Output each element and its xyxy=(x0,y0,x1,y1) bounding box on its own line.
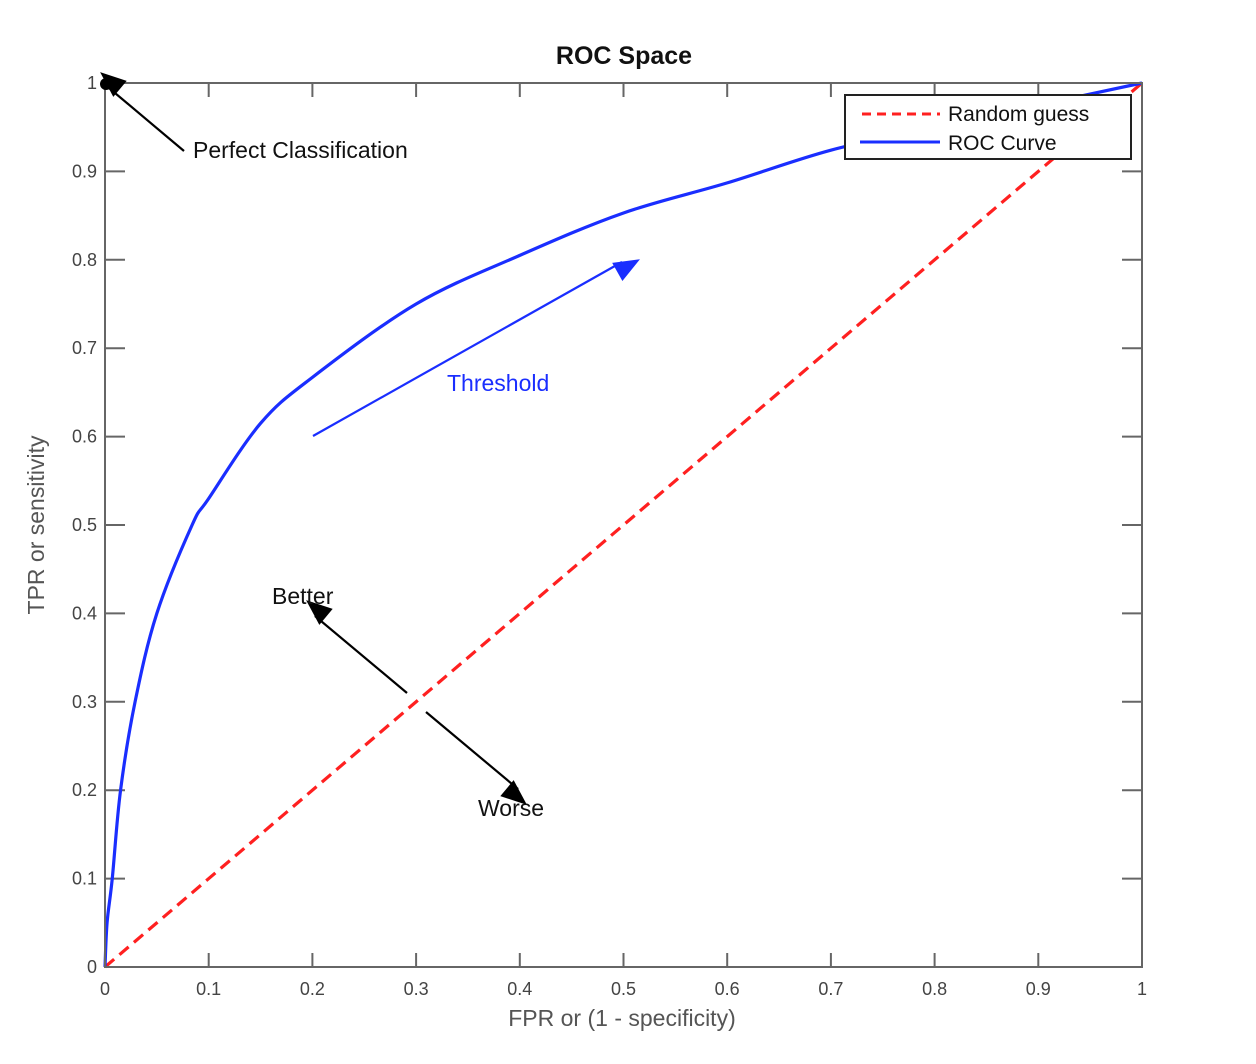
legend: Random guess ROC Curve xyxy=(844,94,1132,160)
y-tick-label: 0 xyxy=(87,957,97,977)
y-tick-label: 0.4 xyxy=(72,603,97,623)
x-tick-label: 0 xyxy=(100,979,110,999)
series-line-roc-curve xyxy=(103,81,1143,968)
x-tick-label: 0.1 xyxy=(196,979,221,999)
x-tick-label: 0.2 xyxy=(300,979,325,999)
x-tick-label: 0.5 xyxy=(611,979,636,999)
legend-label-roc: ROC Curve xyxy=(948,132,1057,155)
y-tick-label: 1 xyxy=(87,73,97,93)
plot-frame xyxy=(104,82,1143,968)
x-tick-label: 0.8 xyxy=(922,979,947,999)
y-tick-label: 0.2 xyxy=(72,780,97,800)
x-tick-label: 0.4 xyxy=(507,979,532,999)
better-label: Better xyxy=(272,583,334,609)
y-tick-label: 0.5 xyxy=(72,515,97,535)
y-tick-label: 0.8 xyxy=(72,250,97,270)
threshold-label: Threshold xyxy=(447,370,549,396)
better-arrow xyxy=(306,600,408,694)
worse-label: Worse xyxy=(478,795,544,821)
y-axis-label: TPR or sensitivity xyxy=(23,435,49,614)
x-tick-label: 0.3 xyxy=(404,979,429,999)
chart-title: ROC Space xyxy=(556,42,692,70)
x-tick-label: 0.6 xyxy=(715,979,740,999)
y-tick-label: 0.6 xyxy=(72,427,97,447)
legend-box xyxy=(844,94,1132,160)
y-tick-label: 0.9 xyxy=(72,161,97,181)
legend-label-random: Random guess xyxy=(948,103,1089,126)
y-tick-label: 0.7 xyxy=(72,338,97,358)
x-axis-label: FPR or (1 - specificity) xyxy=(508,1005,735,1031)
worse-arrow xyxy=(425,711,527,805)
perfect-classification-arrow xyxy=(100,72,185,152)
y-tick-label: 0.3 xyxy=(72,692,97,712)
x-tick-label: 0.7 xyxy=(818,979,843,999)
series-line-random-guess xyxy=(103,81,1144,969)
threshold-arrow xyxy=(312,259,640,437)
y-tick-label: 0.1 xyxy=(72,869,97,889)
x-tick-label: 0.9 xyxy=(1026,979,1051,999)
x-tick-label: 1 xyxy=(1137,979,1147,999)
perfect-classification-label: Perfect Classification xyxy=(193,137,408,163)
